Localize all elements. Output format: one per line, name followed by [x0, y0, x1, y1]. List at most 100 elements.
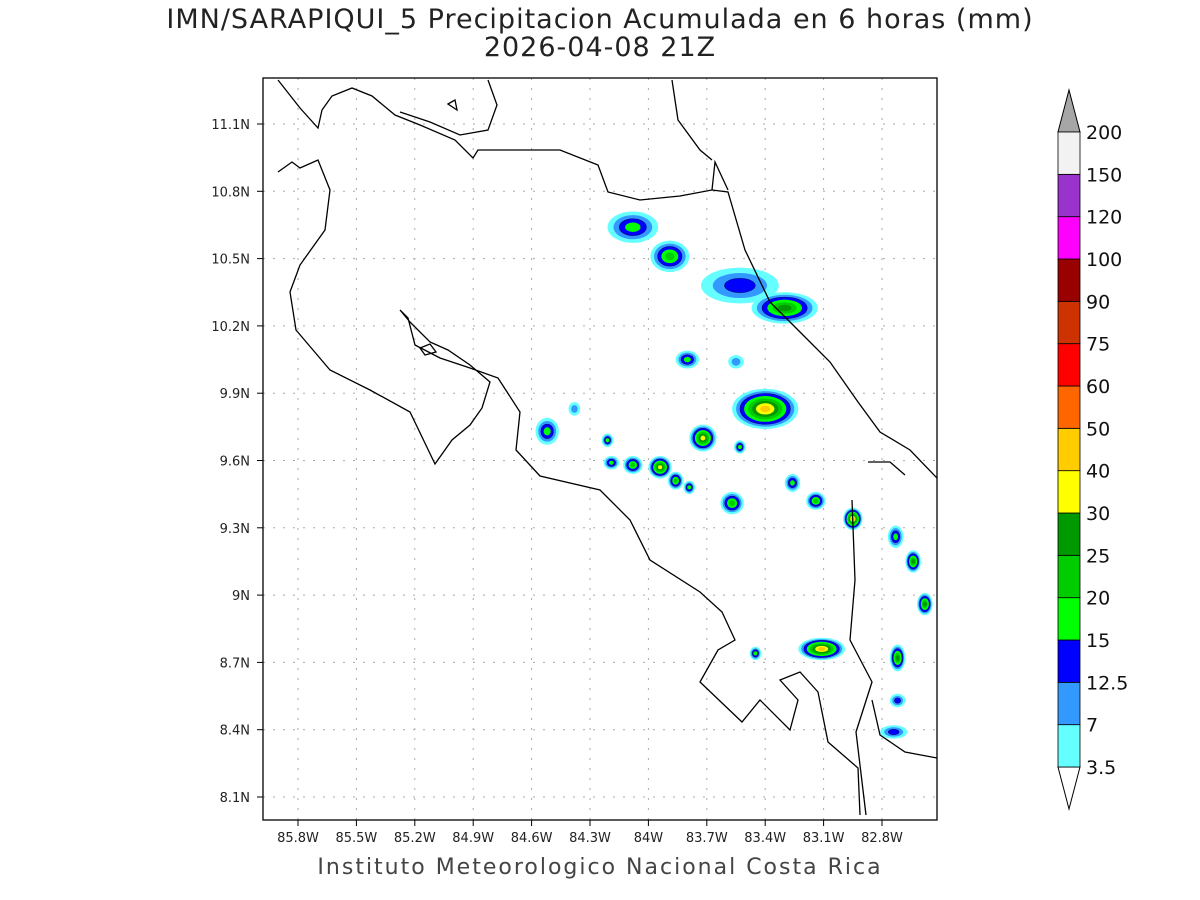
contour-level-15	[543, 427, 551, 436]
contour-level-20	[673, 478, 678, 483]
contour-level-40	[817, 646, 826, 651]
precip-cell	[683, 480, 696, 495]
colorbar-swatch	[1057, 385, 1081, 429]
precip-cell	[798, 637, 846, 661]
precip-cell	[887, 525, 904, 548]
colorbar-under-arrow	[1057, 766, 1081, 811]
colorbar-label: 75	[1086, 334, 1110, 356]
colorbar-label: 20	[1086, 588, 1110, 610]
colorbar-label: 15	[1086, 630, 1110, 652]
contour-level-12.5	[894, 697, 901, 704]
nicaragua-coast	[277, 79, 729, 201]
contour-level-25	[922, 601, 927, 607]
lon-tick-label: 85.5W	[335, 831, 377, 846]
precip-cell	[905, 550, 921, 573]
contour-level-40	[760, 405, 771, 413]
precip-cell	[607, 211, 659, 243]
map-valid-time: 2026-04-08 21Z	[483, 32, 717, 63]
precip-cell	[751, 292, 818, 324]
lat-tick-label: 8.1N	[220, 791, 250, 806]
contour-level-25	[777, 304, 792, 312]
precip-cell	[675, 350, 700, 369]
colorbar-label: 7	[1086, 715, 1098, 737]
lat-tick-label: 9N	[232, 589, 250, 604]
contour-level-15	[790, 480, 795, 486]
colorbar-swatch	[1057, 470, 1081, 514]
colorbar-swatch	[1057, 258, 1081, 302]
lon-tick-label: 84.9W	[452, 831, 494, 846]
precip-cell	[648, 456, 672, 479]
lon-tick-label: 85.2W	[394, 831, 436, 846]
contour-level-20	[729, 500, 735, 506]
contour-level-30	[658, 465, 663, 470]
axis-ticks: 85.8W 85.5W 85.2W 84.9W 84.6W 84.3W 84W 83.7W 83…	[211, 118, 903, 846]
colorbar-swatch	[1057, 554, 1081, 599]
precip-cell	[734, 440, 746, 454]
panama-coast	[871, 699, 937, 759]
lat-tick-label: 9.3N	[220, 522, 250, 537]
nicaragua-upper-coast	[399, 79, 713, 161]
lon-tick-label: 84W	[634, 831, 664, 846]
lat-tick-label: 8.7N	[220, 656, 250, 671]
precip-cell	[784, 473, 801, 492]
contour-level-30	[700, 435, 706, 441]
colorbar-swatch	[1057, 639, 1081, 683]
colorbar-label: 120	[1086, 207, 1122, 229]
colorbar-swatch	[1057, 681, 1081, 726]
colorbar-swatch	[1057, 173, 1081, 218]
contour-level-25	[911, 559, 916, 564]
colorbar-label: 30	[1086, 503, 1110, 525]
precip-cell	[806, 491, 826, 510]
colorbar-label: 3.5	[1086, 757, 1116, 779]
contour-level-20	[630, 462, 636, 468]
precip-cell	[667, 471, 684, 490]
precip-cell	[889, 693, 906, 708]
gridlines	[263, 78, 937, 820]
precip-cell	[880, 725, 908, 739]
colorbar-label: 40	[1086, 461, 1110, 483]
contour-level-15	[625, 222, 641, 232]
footer-credit: Instituto Meteorologico Nacional Costa R…	[317, 855, 883, 880]
colorbar-label: 90	[1086, 291, 1110, 313]
contour-level-15	[683, 356, 691, 363]
colorbar-swatch	[1057, 300, 1081, 345]
map-frame	[262, 77, 938, 821]
lon-tick-label: 85.8W	[277, 831, 319, 846]
lon-tick-label: 83.4W	[744, 831, 786, 846]
lon-tick-label: 83.7W	[686, 831, 728, 846]
lon-tick-label: 82.8W	[861, 831, 903, 846]
colorbar-swatch	[1057, 597, 1081, 641]
precip-cell	[728, 355, 744, 369]
colorbar-label: 150	[1086, 164, 1122, 186]
contour-level-15	[687, 485, 692, 490]
precip-cell	[720, 491, 744, 515]
precip-cell	[917, 592, 933, 616]
precip-cell	[749, 646, 762, 661]
contour-level-15	[737, 445, 742, 450]
contour-level-15	[609, 460, 614, 465]
lat-tick-label: 10.2N	[211, 320, 250, 335]
colorbar-label: 200	[1086, 122, 1122, 144]
precipitation-contours	[535, 211, 933, 739]
precip-cell	[732, 388, 799, 430]
precip-cell	[535, 417, 559, 445]
colorbar-label: 25	[1086, 545, 1110, 567]
colorbar: 3.5 7 12.5 15 20 25 30 40 50 60 75 90 100 120 150 200	[1057, 88, 1128, 811]
precip-cell	[568, 402, 581, 416]
colorbar-label: 100	[1086, 249, 1122, 271]
colorbar-swatch	[1057, 131, 1081, 175]
colorbar-label: 12.5	[1086, 672, 1128, 694]
lon-tick-label: 84.3W	[569, 831, 611, 846]
precip-cell	[889, 644, 906, 672]
precip-cell	[700, 267, 779, 304]
precip-cell	[689, 424, 717, 452]
contour-level-15	[605, 438, 610, 443]
contour-level-20	[665, 252, 675, 261]
nicaragua-costa-rica-border	[277, 159, 861, 816]
contour-level-7	[571, 405, 578, 413]
colorbar-over-arrow	[1057, 88, 1081, 133]
contour-level-12.5	[888, 728, 900, 735]
colorbar-swatch	[1057, 512, 1081, 556]
